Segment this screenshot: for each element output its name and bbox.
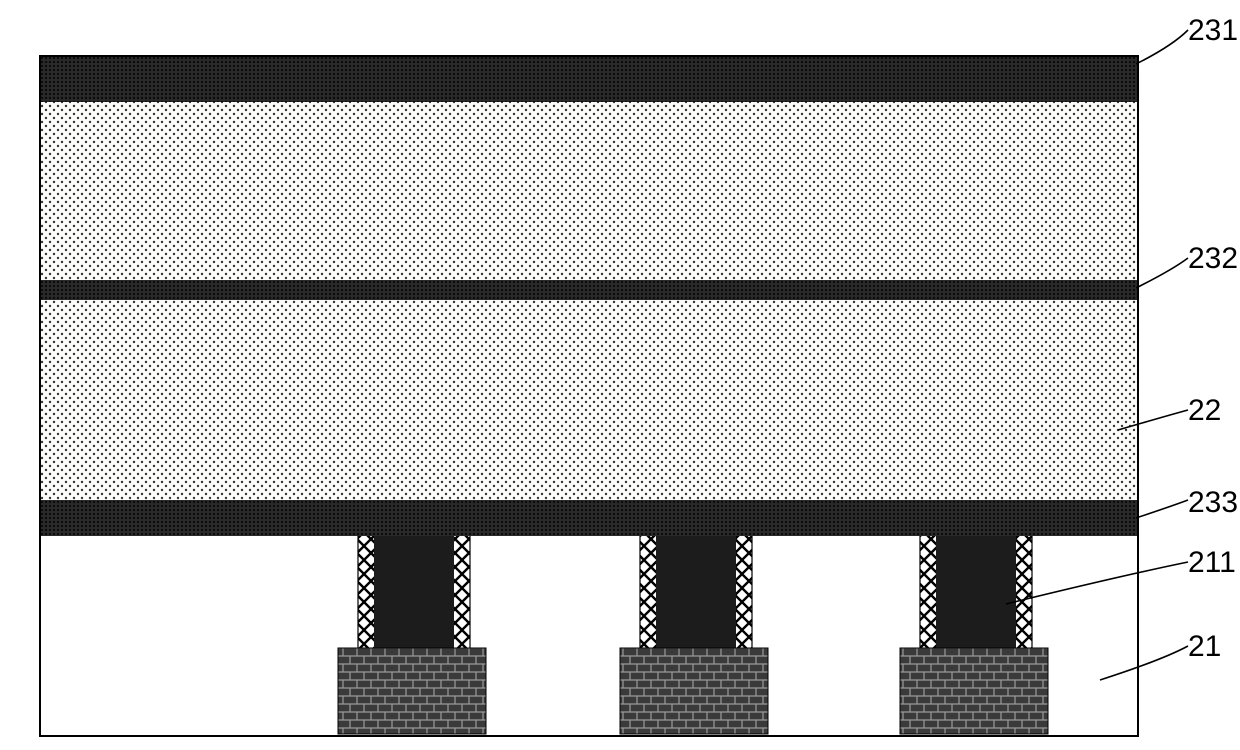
c1-pad [338,648,486,734]
lbl-21: 21 [1188,630,1221,664]
lbl-22: 22 [1188,394,1221,428]
c2-pad [620,648,768,734]
lbl-231: 231 [1188,14,1238,48]
lbl-231-leader [1136,30,1188,64]
layer-232 [40,280,1138,300]
diagram-root: 231 232 22 233 211 21 [0,0,1240,750]
layer-233-overlay [40,500,1138,536]
cross-section-svg [0,0,1240,750]
layer-22-lower [40,300,1138,500]
lbl-233: 233 [1188,486,1238,520]
lbl-232: 232 [1188,242,1238,276]
lbl-232-leader [1136,258,1188,288]
c3-pad [900,648,1048,734]
lbl-211: 211 [1188,546,1236,580]
layer-22-upper [40,102,1138,280]
layer-231 [40,56,1138,102]
lbl-233-leader [1136,500,1188,518]
